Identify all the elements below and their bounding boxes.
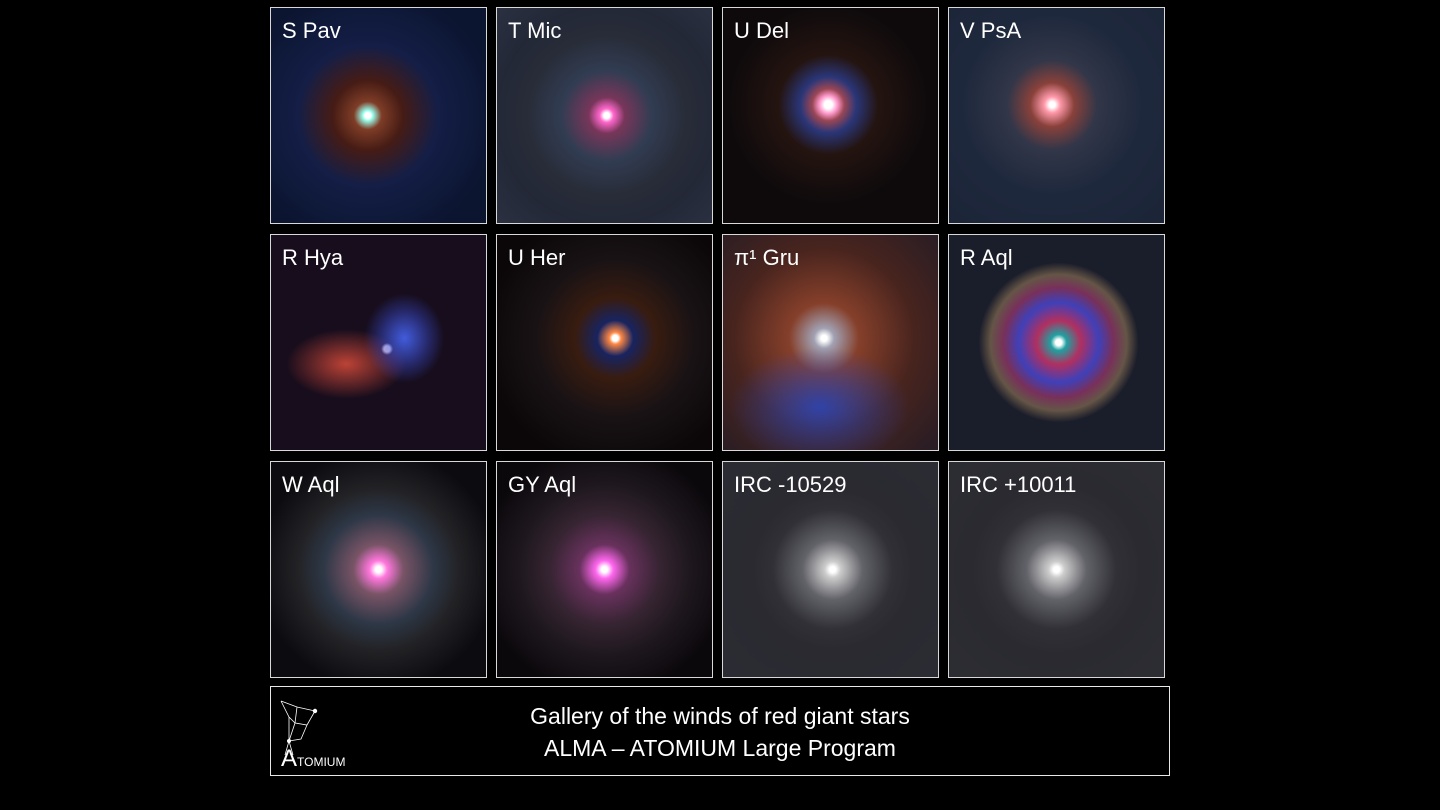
star-label: IRC -10529 [734, 472, 847, 497]
star-image: U Del [722, 7, 939, 224]
star-label: R Aql [960, 245, 1013, 270]
star-image: IRC +10011 [948, 461, 1165, 678]
star-label: GY Aql [508, 472, 577, 497]
star-label: S Pav [282, 18, 341, 43]
star-image: T Mic [496, 7, 713, 224]
star-label: π¹ Gru [734, 245, 800, 270]
caption-line: ALMA – ATOMIUM Large Program [544, 735, 896, 761]
star-label: V PsA [960, 18, 1022, 43]
caption-line: Gallery of the winds of red giant stars [530, 703, 910, 729]
star-label: T Mic [508, 18, 562, 43]
star-image: R Aql [948, 234, 1165, 451]
star-label: R Hya [282, 245, 344, 270]
logo-text: ATOMIUM [281, 745, 346, 772]
star-label: U Del [734, 18, 790, 43]
logo-icon [280, 700, 318, 756]
star-image: U Her [496, 234, 713, 451]
caption-box: ATOMIUM Gallery of the winds of red gian… [270, 686, 1170, 776]
star-label: IRC +10011 [960, 472, 1077, 497]
star-image: S Pav [270, 7, 487, 224]
star-image: W Aql [270, 461, 487, 678]
star-image: IRC -10529 [722, 461, 939, 678]
star-label: W Aql [282, 472, 340, 497]
star-image: GY Aql [496, 461, 713, 678]
star-label: U Her [508, 245, 566, 270]
star-image: V PsA [948, 7, 1165, 224]
star-image: R Hya [270, 234, 487, 451]
star-image: π¹ Gru [722, 234, 939, 451]
